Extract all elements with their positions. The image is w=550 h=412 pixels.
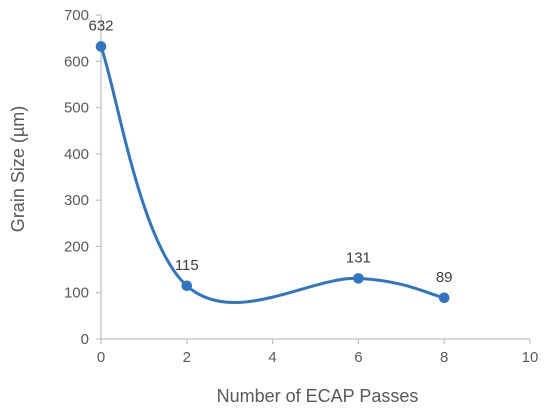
y-tick-label: 600 <box>64 53 89 70</box>
y-tick-label: 200 <box>64 238 89 255</box>
data-label: 115 <box>175 257 199 274</box>
x-tick-label: 2 <box>183 349 191 366</box>
y-tick-label: 300 <box>64 192 89 209</box>
data-point <box>181 280 193 292</box>
data-point <box>95 41 107 52</box>
axes-layer <box>100 15 530 340</box>
ticks-layer: 0 100 200 300 400 500 600 700 0 2 4 6 8 10 <box>64 7 538 366</box>
y-axis-title: Grain Size (µm) <box>8 106 28 232</box>
x-axis-title: Number of ECAP Passes <box>217 386 419 406</box>
y-tick-label: 700 <box>64 7 89 24</box>
x-tick-label: 0 <box>97 349 105 366</box>
series-line <box>99 44 446 304</box>
x-tick-label: 6 <box>354 349 362 366</box>
data-label: 131 <box>346 249 371 266</box>
data-label: 632 <box>88 17 113 34</box>
data-label: 89 <box>436 269 453 286</box>
series-layer <box>95 41 450 304</box>
y-tick-label: 500 <box>64 100 89 117</box>
x-tick-label: 4 <box>268 349 276 366</box>
y-tick-label: 100 <box>64 285 89 302</box>
x-tick-label: 8 <box>440 349 448 366</box>
data-point <box>353 273 364 284</box>
labels-layer: 632 115 131 89 <box>88 17 452 285</box>
data-point <box>438 292 450 304</box>
y-tick-label: 400 <box>64 146 89 163</box>
y-tick-label: 0 <box>81 331 89 348</box>
x-tick-label: 10 <box>522 349 539 366</box>
